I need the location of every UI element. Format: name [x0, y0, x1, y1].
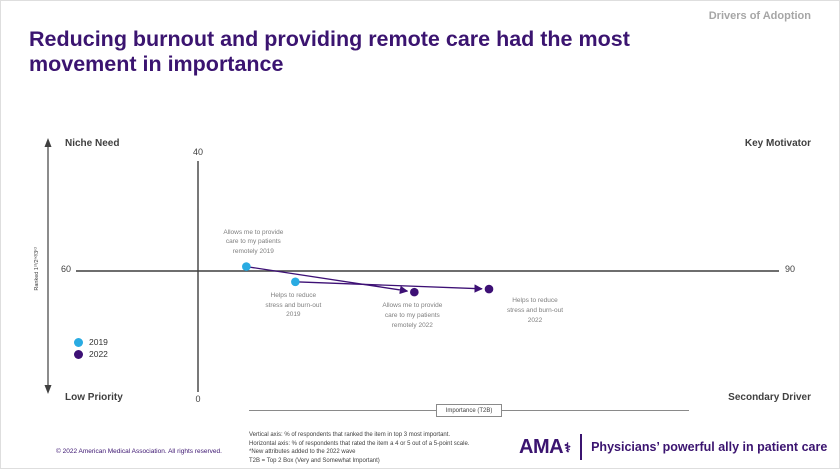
slide-kicker: Drivers of Adoption: [708, 10, 811, 22]
quadrant-label-low-priority: Low Priority: [65, 392, 123, 403]
footnote-line: T2B = Top 2 Box (Very and Somewhat Impor…: [249, 458, 380, 465]
ama-logo-text: AMA: [519, 436, 564, 458]
x-axis-tick-60: 60: [60, 264, 71, 274]
data-point-2022: [410, 287, 419, 297]
page-title: Reducing burnout and providing remote ca…: [29, 27, 630, 77]
x-axis-band-line-left: [249, 410, 436, 411]
legend-dot: [74, 349, 83, 359]
legend-item: 2019: [74, 337, 108, 347]
ama-logo: AMA ⚕: [519, 437, 571, 457]
data-point-2022: [484, 284, 494, 294]
data-point-2019: [291, 277, 300, 287]
legend-item: 2022: [74, 349, 108, 359]
data-point-label: Allows me to provide care to my patients r…: [382, 302, 443, 329]
trend-arrow: [295, 281, 483, 293]
y-axis-title: Ranked 1ˢᵗ/2ⁿᵈ/3ʳᵈ: [34, 247, 40, 291]
brand-tagline: Physicians’ powerful ally in patient car…: [591, 440, 828, 454]
footnote-line: Horizontal axis: % of respondents that r…: [249, 440, 470, 447]
quadrant-label-key-motivator: Key Motivator: [744, 138, 811, 149]
footnote-line: Vertical axis: % of respondents that ran…: [249, 432, 451, 438]
trend-arrow: [246, 265, 409, 295]
chart-legend: 2019 2022: [74, 337, 108, 359]
footnote-line: *New attributes added to the 2022 wave: [249, 449, 356, 456]
legend-dot: [74, 337, 83, 347]
y-axis-tick-0: 0: [195, 394, 201, 404]
quadrant-label-niche-need: Niche Need: [65, 138, 120, 149]
brand-separator: [579, 434, 583, 460]
footnotes: Vertical axis: % of respondents that ran…: [249, 431, 469, 466]
data-point-2019: [242, 262, 251, 271]
legend-label: 2019: [89, 337, 108, 347]
copyright-text: © 2022 American Medical Association. All…: [56, 448, 222, 455]
x-axis-tick-90: 90: [785, 264, 796, 274]
x-axis-label: Importance (T2B): [435, 404, 503, 417]
data-point-label: Helps to reduce stress and burn-out 2019: [265, 291, 322, 319]
x-axis-band: Importance (T2B): [249, 404, 689, 417]
y-axis-tick-40: 40: [192, 147, 203, 157]
data-point-label: Allows me to provide care to my patients r…: [223, 228, 284, 255]
data-point-label: Helps to reduce stress and burn-out 2022: [506, 297, 564, 324]
caduceus-icon: ⚕: [564, 439, 571, 455]
brand-lockup: AMA ⚕ Physicians’ powerful ally in patien…: [519, 434, 827, 460]
legend-label: 2022: [89, 349, 108, 359]
quadrant-label-secondary-driver: Secondary Driver: [728, 392, 811, 403]
x-axis-band-line-right: [502, 410, 689, 411]
